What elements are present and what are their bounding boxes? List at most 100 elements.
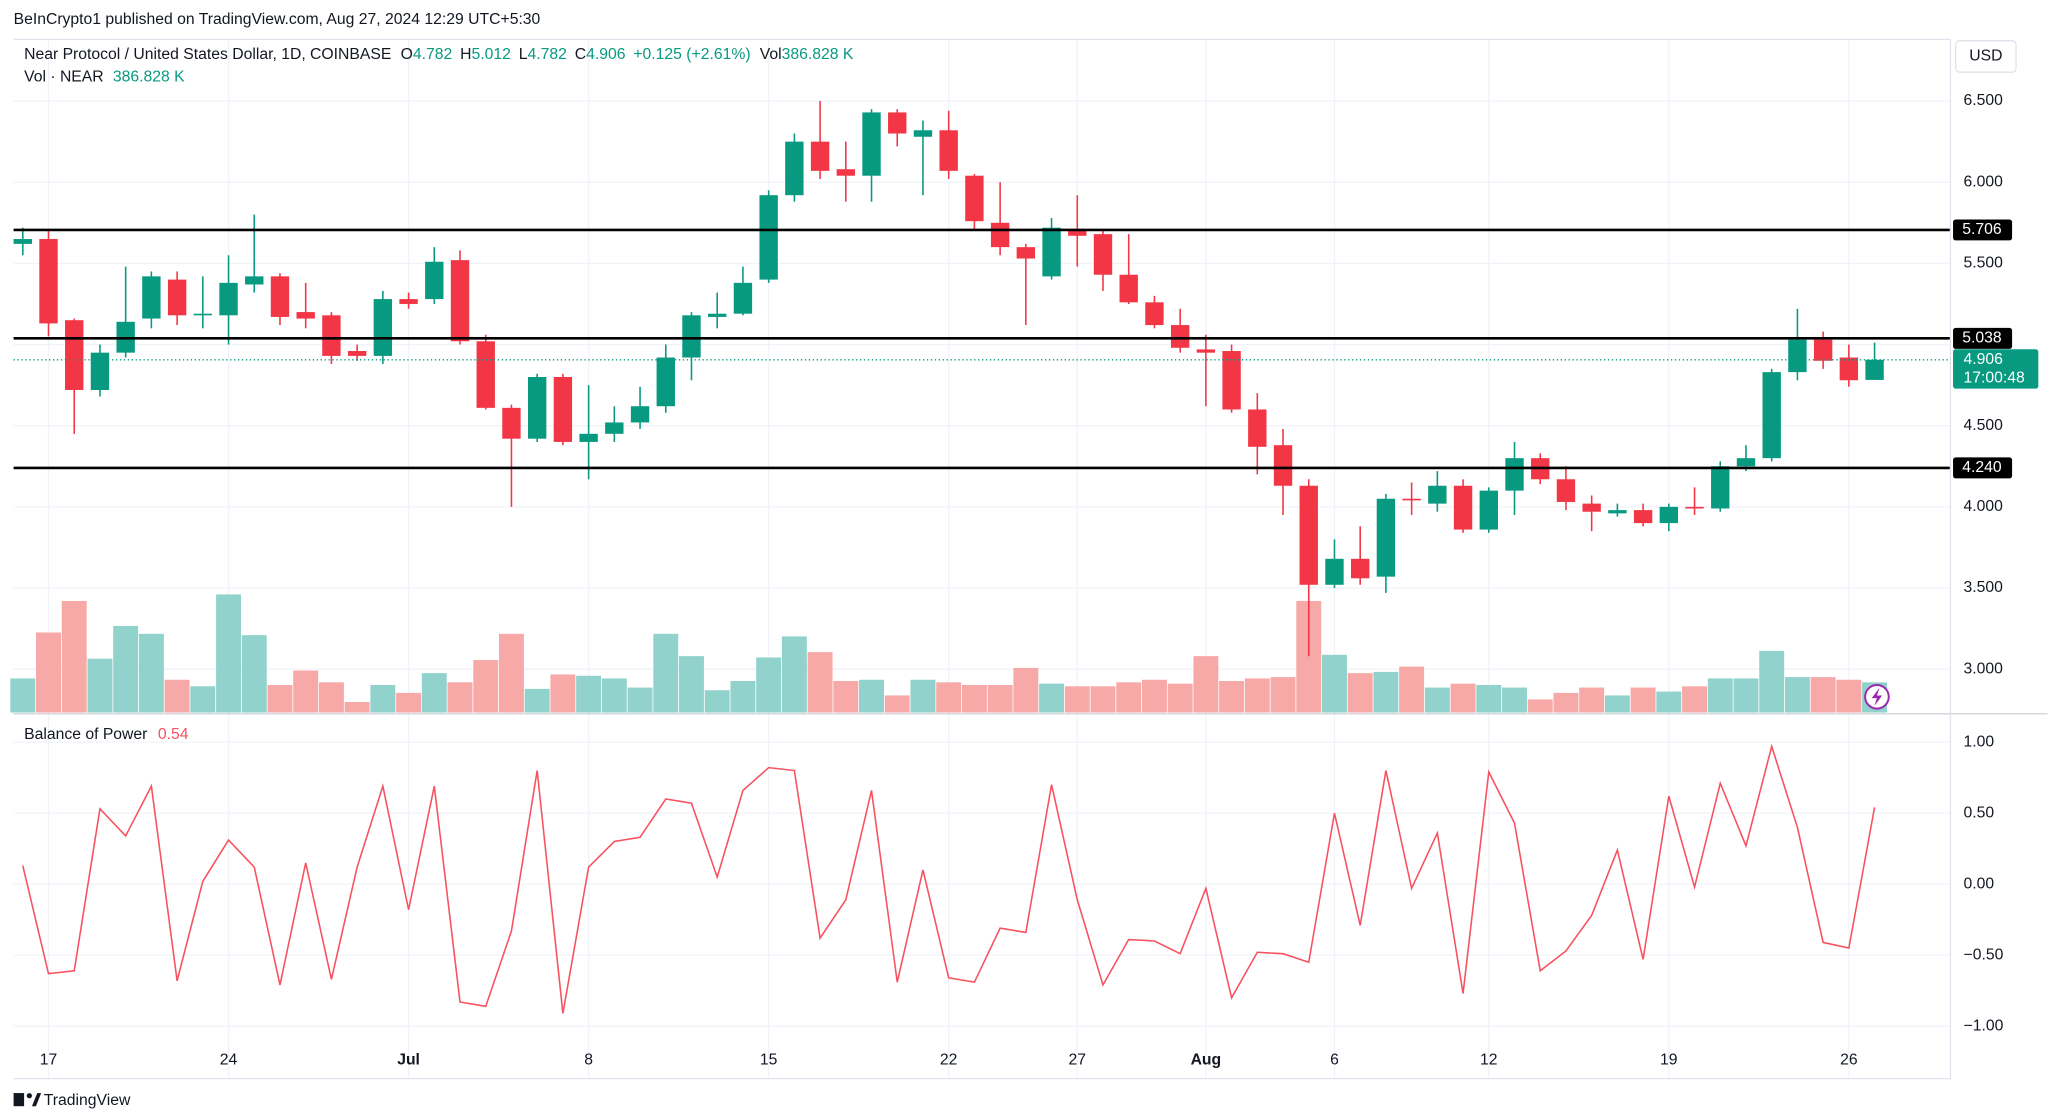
candle-body [1351,558,1370,579]
volume-bar [730,681,756,713]
level-label-box [1953,219,2013,241]
candle-body [1762,372,1781,459]
candle-body [708,313,727,317]
logo-shape [13,1093,25,1107]
candle-body [1582,503,1601,512]
candle-body [219,282,238,316]
candle-body [270,276,290,317]
y-tick-label: 6.500 [1964,92,2004,109]
volume-bar [1502,687,1527,713]
candle-body [1479,490,1498,530]
volume-bar [267,684,293,713]
currency-button[interactable] [1955,40,2017,73]
candle-body [1428,485,1447,504]
legend-header: Near Protocol / United States Dollar, 1D… [24,46,854,63]
candle-body [1248,409,1267,447]
countdown: 17:00:48 [1964,369,2025,386]
candle-body [605,422,624,434]
candle-body [656,357,675,407]
footer-logo [13,1093,42,1107]
indicator-title: Balance of Power [24,726,147,743]
level-label: 5.038 [1962,330,2002,347]
volume-bar [396,692,422,713]
volume-bar [1579,687,1605,713]
candle-body [167,279,187,316]
volume-bar [447,682,473,713]
candle-body [1711,466,1730,509]
publisher: BeInCrypto1 published on TradingView.com… [14,11,541,28]
candle-body [65,320,84,390]
volume-bar [987,684,1013,713]
volume-bar [1476,684,1502,713]
candle-body [759,195,778,280]
volume-bar [524,688,550,713]
x-tick-label: 22 [940,1051,958,1068]
volume-bar [1656,691,1682,713]
volume-bar [138,633,164,713]
volume-bar [87,658,113,713]
y-tick-label: 3.500 [1964,579,2004,596]
level-label: 4.240 [1962,459,2002,476]
logo-shape [31,1093,42,1107]
x-tick-label: 8 [584,1051,593,1068]
candle-body [733,282,753,314]
x-tick-label: 26 [1840,1051,1858,1068]
candle-body [553,377,573,442]
candle-body [39,239,58,324]
volume-bar [807,652,833,713]
candle-body [90,352,110,390]
volume-bar [10,678,36,713]
candle-body [1788,339,1807,373]
volume-bar [833,681,859,713]
volume-bar [1784,677,1810,713]
candle-body [1659,506,1679,524]
volume-bar [1090,686,1116,713]
candle-body [296,312,315,319]
volume-bar [1244,678,1270,713]
volume-bar [293,670,319,713]
candle-body [1453,485,1473,530]
candle-body [1068,229,1087,236]
candle-body [1119,274,1138,303]
candle-body [1865,359,1884,380]
x-tick-label: 19 [1660,1051,1678,1068]
volume-bar [1116,682,1142,713]
volume-bar [859,679,884,713]
candle-body [682,315,701,358]
indicator-line [22,743,1876,1014]
volume-bar [1270,677,1296,713]
symbol-title: Near Protocol / United States Dollar, 1D… [24,46,391,63]
candle-body [1145,302,1164,326]
volume-bar [1039,683,1065,713]
candle-body [450,260,470,342]
volume-bar [781,636,807,713]
candle-body [990,222,1010,248]
candle-body [888,112,907,134]
ohlc-key: L [519,46,528,63]
currency[interactable]: USD [1969,48,2002,65]
candle-body [1813,339,1833,361]
y-tick-label: 1.00 [1964,733,1995,750]
volume-bar [576,675,602,713]
candle-body [1222,351,1241,410]
y-tick-label: 4.500 [1964,417,2004,434]
volume-bar [1013,667,1039,713]
ohlc-key: O [401,46,413,63]
ohlc-value: 4.906 [586,46,626,63]
candle-body [527,377,547,439]
candle-body [862,112,881,176]
last-price-label: 4.906 [1964,351,2004,368]
ohlc-key: H [460,46,471,63]
volume-bar [1553,692,1579,713]
volume-bar [1064,686,1090,713]
logo-shape [26,1093,32,1099]
candle-body [1042,227,1061,277]
x-tick-label: 15 [760,1051,778,1068]
candle-body [913,130,933,137]
marks [10,101,1951,1014]
volume-bar [1399,666,1425,713]
candle-body [425,261,444,300]
x-tick-label: 12 [1480,1051,1498,1068]
